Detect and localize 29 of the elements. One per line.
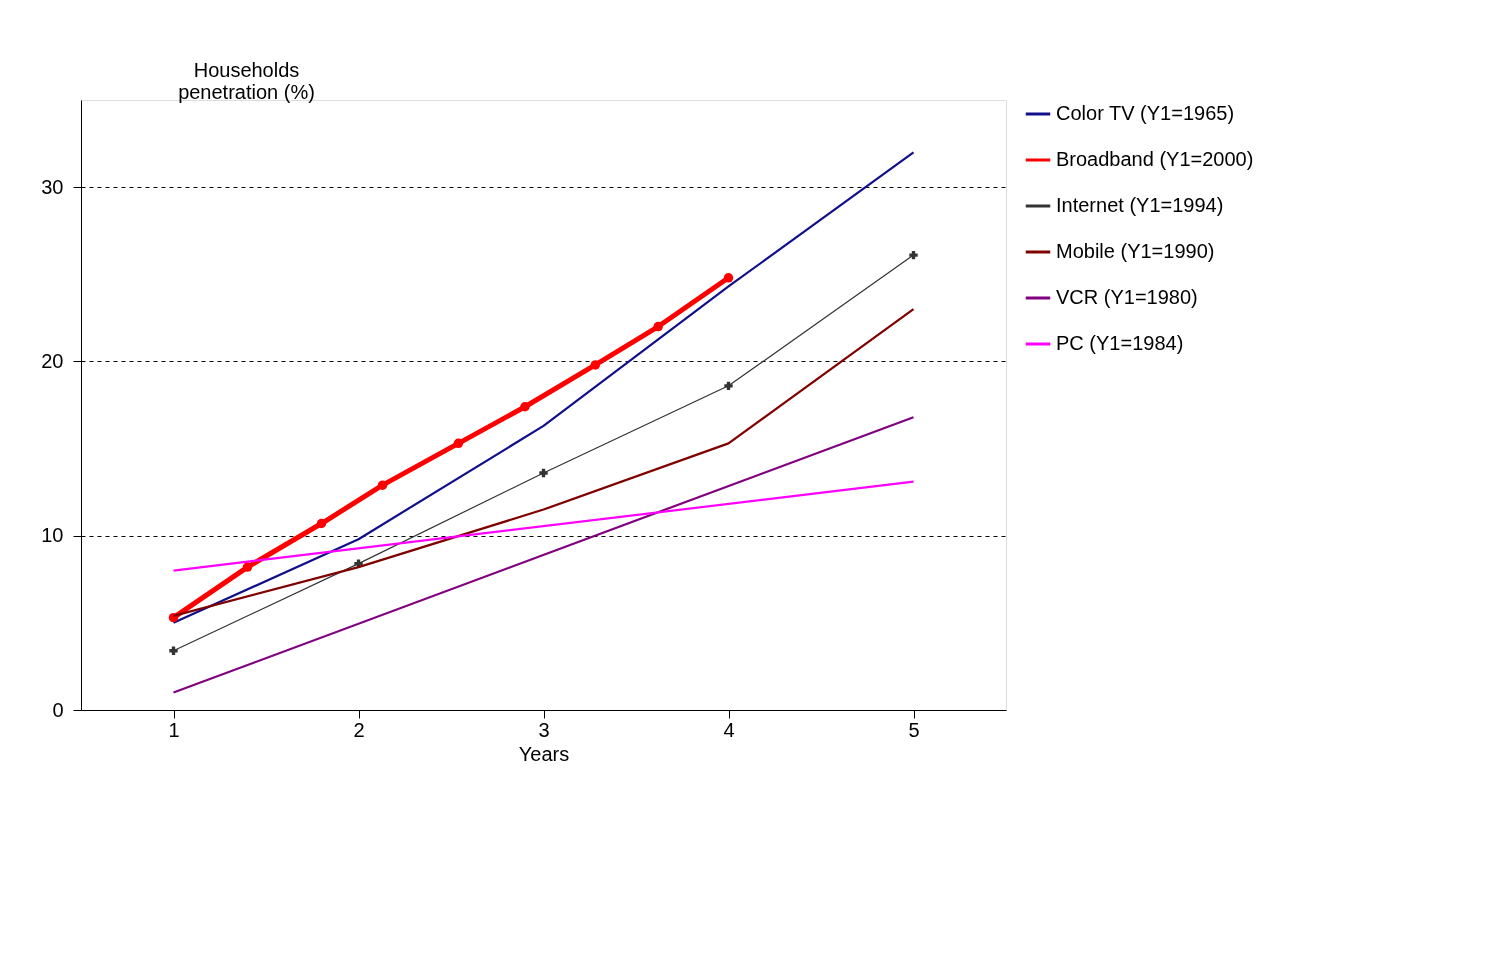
point (539, 468, 548, 478)
point (520, 402, 530, 412)
legend-label: PC (Y1=1984) (1056, 332, 1184, 354)
x-tick-label: 3 (538, 718, 550, 741)
point (169, 646, 178, 655)
x-axis-title: Years (518, 742, 570, 765)
point (242, 562, 253, 572)
legend-label: VCR (Y1=1980) (1056, 286, 1198, 308)
y-tick-label: 10 (41, 524, 64, 547)
x-tick-label: 2 (353, 718, 365, 741)
y-tick-label: 0 (52, 698, 64, 721)
y-axis-title: Households penetration (%) (178, 58, 315, 103)
point (909, 250, 918, 260)
point (723, 273, 734, 283)
x-tick-label: 4 (723, 718, 735, 741)
legend-label: Internet (Y1=1994) (1056, 194, 1224, 216)
legend-label: Color TV (Y1=1965) (1056, 102, 1235, 124)
point (724, 381, 733, 391)
y-tick-label: 30 (41, 175, 64, 198)
point (453, 438, 464, 449)
point (653, 321, 663, 332)
legend-label: Mobile (Y1=1990) (1056, 240, 1215, 262)
point (377, 480, 388, 490)
y-tick-label: 20 (41, 349, 64, 372)
point (590, 360, 601, 370)
x-tick-label: 5 (908, 718, 920, 741)
x-tick-label: 1 (168, 718, 180, 741)
point (316, 518, 327, 529)
legend-label: Broadband (Y1=2000) (1056, 148, 1254, 170)
